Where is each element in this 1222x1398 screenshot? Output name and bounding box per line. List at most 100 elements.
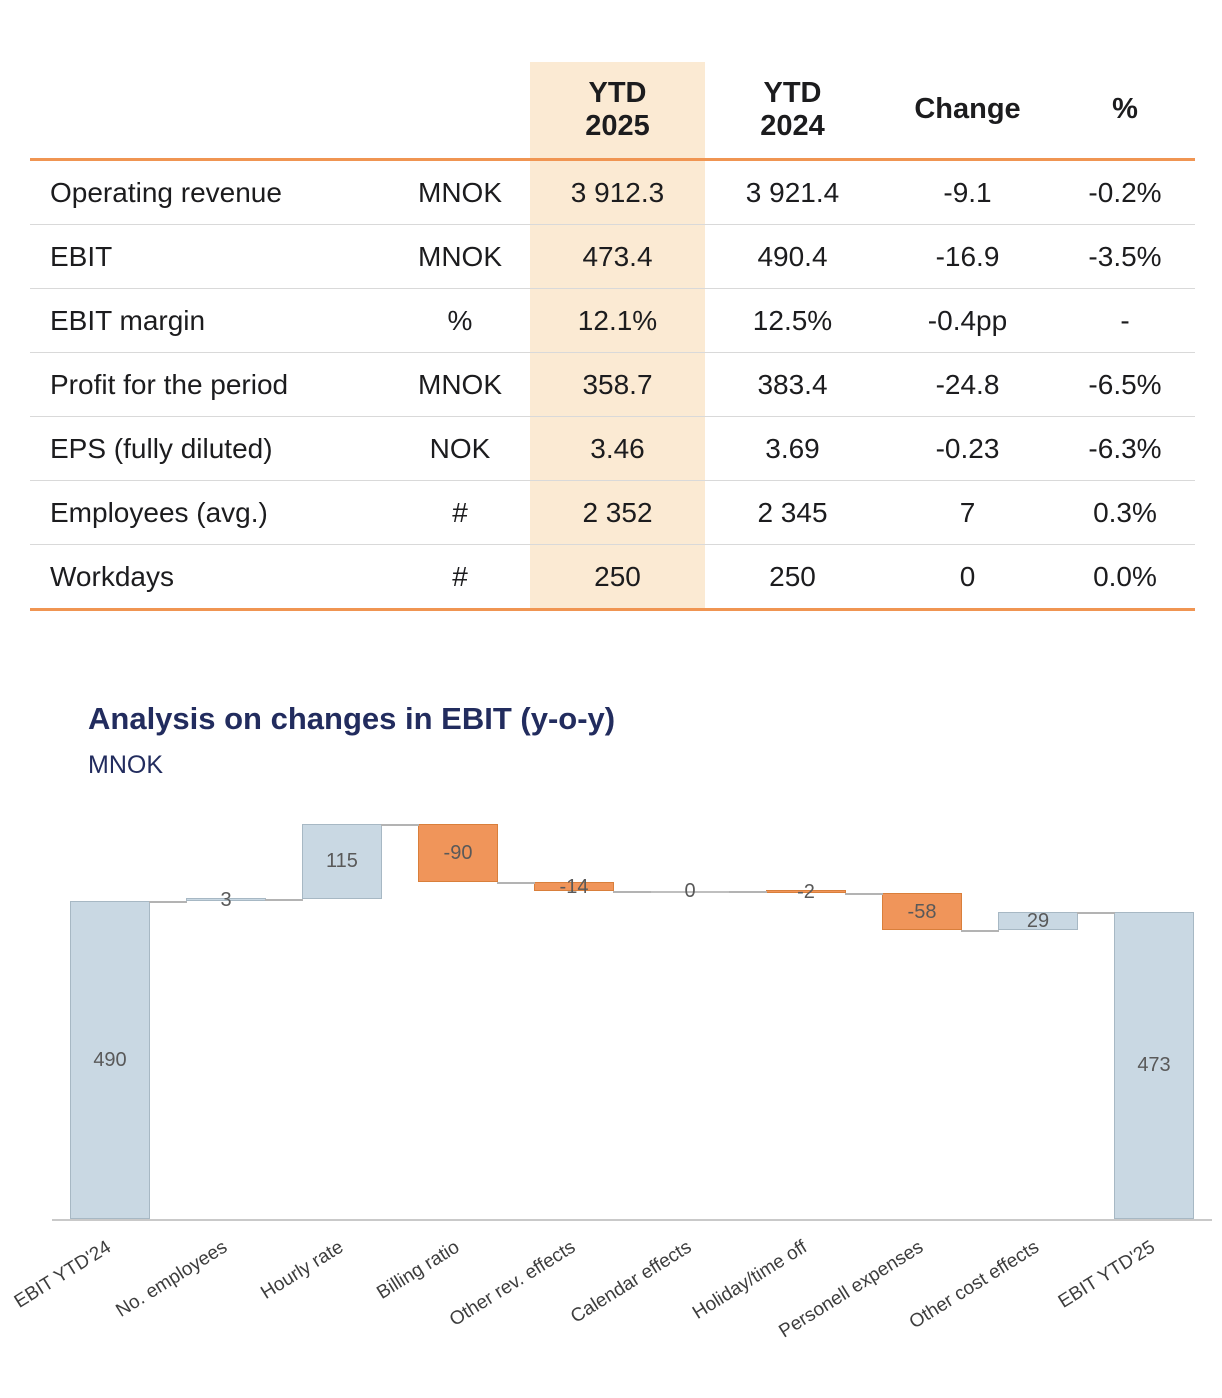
category-label: EBIT YTD'24: [11, 1236, 116, 1313]
waterfall-bar: [998, 911, 1078, 931]
table-row: Operating revenue MNOK 3 912.3 3 921.4 -…: [30, 159, 1195, 225]
kpi-unit: MNOK: [390, 224, 530, 289]
kpi-header-ytd2024-line1: YTD: [763, 76, 822, 109]
waterfall-plot: 490 3 115 -90 -14 0 -2 -58 29 473: [52, 814, 1212, 1221]
chart-title: Analysis on changes in EBIT (y-o-y): [88, 701, 616, 736]
kpi-ytd2025-value: 3 912.3: [530, 159, 705, 225]
kpi-ytd2024-value: 250: [705, 544, 880, 611]
kpi-header-ytd2025-line1: YTD: [588, 76, 647, 109]
waterfall-bar: [882, 892, 962, 931]
table-row: EBIT MNOK 473.4 490.4 -16.9 -3.5%: [30, 224, 1195, 289]
bar-value-label: 490: [93, 1048, 127, 1071]
kpi-pct-value: 0.0%: [1055, 544, 1195, 611]
kpi-change-value: -9.1: [880, 159, 1055, 225]
bar-value-label: 115: [326, 850, 358, 873]
waterfall-bar: [70, 900, 150, 1219]
kpi-pct-value: -6.5%: [1055, 352, 1195, 417]
category-label: Billing ratio: [373, 1236, 464, 1304]
kpi-change-value: -16.9: [880, 224, 1055, 289]
waterfall-connector: [149, 900, 187, 903]
waterfall-bar: [534, 882, 614, 892]
waterfall-connector: [613, 891, 651, 894]
category-label: No. employees: [112, 1236, 232, 1322]
table-row: Workdays # 250 250 0 0.0%: [30, 544, 1195, 611]
waterfall-bar: [302, 823, 382, 899]
table-row: Profit for the period MNOK 358.7 383.4 -…: [30, 352, 1195, 417]
kpi-change-value: 0: [880, 544, 1055, 611]
waterfall-connector: [265, 898, 303, 901]
kpi-table: YTD 2025 YTD 2024 Change % Operating rev…: [30, 62, 1195, 611]
bar-value-label: 3: [220, 888, 232, 911]
kpi-change-value: -0.4pp: [880, 288, 1055, 353]
kpi-change-value: -0.23: [880, 416, 1055, 481]
kpi-pct-value: -: [1055, 288, 1195, 353]
kpi-header-ytd2025-line2: 2025: [585, 110, 650, 142]
kpi-pct-value: 0.3%: [1055, 480, 1195, 545]
bar-value-label: 473: [1137, 1054, 1171, 1077]
kpi-row-label: EPS (fully diluted): [30, 416, 390, 481]
kpi-unit: %: [390, 288, 530, 353]
kpi-row-label: Profit for the period: [30, 352, 390, 417]
bar-value-label: -2: [797, 881, 815, 904]
kpi-ytd2025-value: 12.1%: [530, 288, 705, 353]
waterfall-connector: [381, 823, 419, 826]
kpi-unit: #: [390, 480, 530, 545]
kpi-pct-value: -0.2%: [1055, 159, 1195, 225]
kpi-unit: MNOK: [390, 159, 530, 225]
kpi-pct-value: -6.3%: [1055, 416, 1195, 481]
waterfall-connector: [729, 891, 767, 894]
kpi-row-label: EBIT: [30, 224, 390, 289]
kpi-row-label: EBIT margin: [30, 288, 390, 353]
kpi-ytd2025-value: 473.4: [530, 224, 705, 289]
table-row: EPS (fully diluted) NOK 3.46 3.69 -0.23 …: [30, 416, 1195, 481]
waterfall-connector: [845, 892, 883, 895]
kpi-ytd2024-value: 3 921.4: [705, 159, 880, 225]
waterfall-connector: [961, 930, 999, 933]
kpi-pct-value: -3.5%: [1055, 224, 1195, 289]
category-label: Other cost effects: [906, 1236, 1044, 1334]
waterfall-connector: [1077, 911, 1115, 914]
waterfall-chart: 490 3 115 -90 -14 0 -2 -58 29 473 EBIT YTD'24 No. …: [11, 814, 1212, 1393]
kpi-header-empty-label: [30, 62, 390, 161]
kpi-header-empty-unit: [390, 62, 530, 161]
kpi-unit: MNOK: [390, 352, 530, 417]
kpi-header-row: YTD 2025 YTD 2024 Change %: [30, 62, 1195, 161]
kpi-header-ytd2024-line2: 2024: [760, 110, 825, 142]
waterfall-bar: [650, 891, 730, 894]
kpi-ytd2025-value: 358.7: [530, 352, 705, 417]
kpi-header-ytd2024: YTD 2024: [705, 62, 880, 161]
kpi-ytd2024-value: 490.4: [705, 224, 880, 289]
chart-unit-label: MNOK: [88, 751, 163, 779]
kpi-row-label: Employees (avg.): [30, 480, 390, 545]
kpi-ytd2024-value: 3.69: [705, 416, 880, 481]
waterfall-bar: [1114, 911, 1194, 1219]
kpi-change-value: 7: [880, 480, 1055, 545]
category-label: Calendar effects: [567, 1236, 696, 1328]
kpi-row-label: Workdays: [30, 544, 390, 611]
category-label: Holiday/time off: [689, 1236, 812, 1324]
kpi-change-value: -24.8: [880, 352, 1055, 417]
kpi-row-label: Operating revenue: [30, 159, 390, 225]
kpi-header-ytd2025: YTD 2025: [530, 62, 705, 161]
kpi-unit: NOK: [390, 416, 530, 481]
kpi-header-change: Change: [880, 62, 1055, 161]
kpi-ytd2025-value: 250: [530, 544, 705, 611]
category-label: EBIT YTD'25: [1055, 1236, 1160, 1313]
bar-value-label: 29: [1026, 909, 1050, 932]
kpi-ytd2025-value: 2 352: [530, 480, 705, 545]
waterfall-bar: [418, 823, 498, 883]
kpi-header-pct: %: [1055, 62, 1195, 161]
category-label: Hourly rate: [257, 1236, 348, 1304]
ebit-chart-section: Analysis on changes in EBIT (y-o-y) MNOK…: [0, 701, 1222, 1393]
waterfall-connector: [497, 882, 535, 885]
kpi-ytd2024-value: 12.5%: [705, 288, 880, 353]
bar-value-label: 0: [684, 880, 696, 903]
table-row: EBIT margin % 12.1% 12.5% -0.4pp -: [30, 288, 1195, 353]
bar-value-label: -90: [443, 842, 473, 865]
kpi-ytd2024-value: 2 345: [705, 480, 880, 545]
table-row: Employees (avg.) # 2 352 2 345 7 0.3%: [30, 480, 1195, 545]
bar-value-label: -58: [907, 900, 937, 923]
category-label: Other rev. effects: [446, 1236, 580, 1331]
waterfall-bar: [766, 889, 846, 893]
